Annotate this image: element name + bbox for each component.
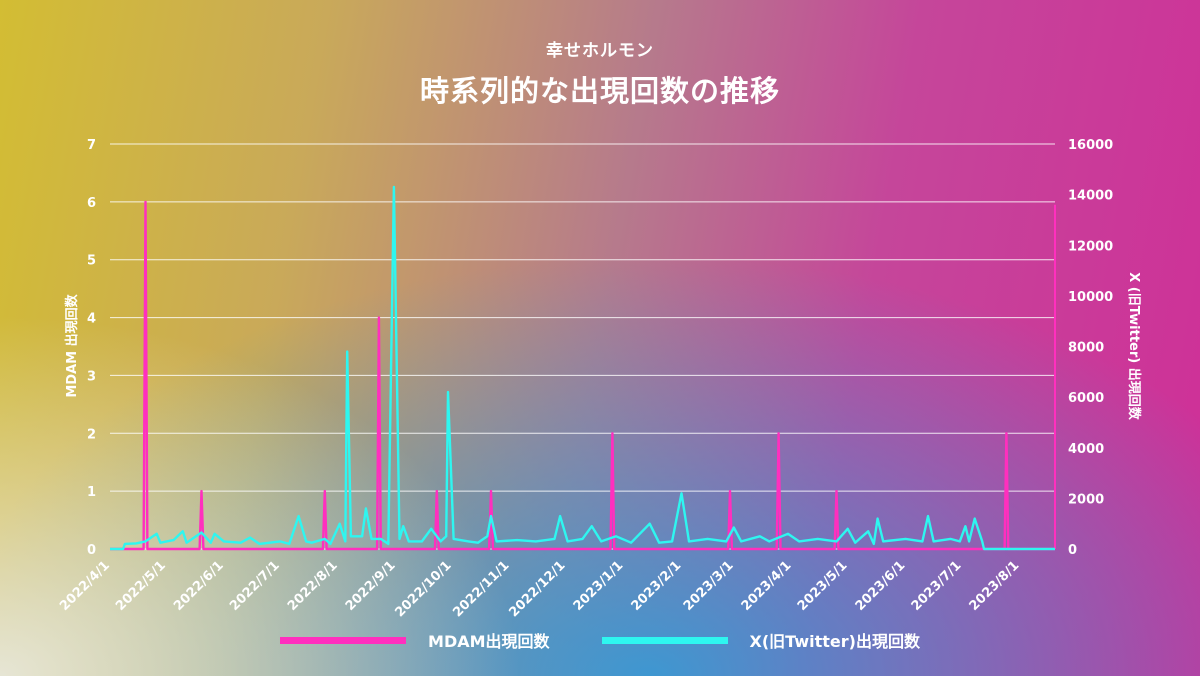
legend-swatch-x bbox=[601, 636, 728, 644]
right-tick-label: 16000 bbox=[1068, 138, 1113, 153]
x-tick-label: 2023/7/1 bbox=[909, 558, 965, 614]
right-tick-label: 0 bbox=[1068, 543, 1077, 558]
left-tick-label: 0 bbox=[87, 543, 96, 558]
left-tick-label: 7 bbox=[87, 138, 96, 153]
grid-lines bbox=[110, 143, 1055, 550]
x-tick-label: 2022/10/1 bbox=[392, 558, 454, 620]
x-tick-label: 2022/7/1 bbox=[227, 558, 283, 614]
left-tick-label: 6 bbox=[87, 196, 96, 211]
x-axis: 2022/4/1 2022/5/1 2022/6/1 2022/7/1 2022/8/1… bbox=[57, 558, 1022, 620]
x-tick-label: 2023/1/1 bbox=[571, 558, 627, 614]
right-tick-label: 10000 bbox=[1068, 290, 1113, 305]
legend-label-x: X(旧Twitter)出現回数 bbox=[749, 632, 920, 651]
x-tick-label: 2023/4/1 bbox=[739, 558, 795, 614]
right-tick-label: 14000 bbox=[1068, 189, 1113, 204]
left-axis: 0 1 2 3 4 5 6 7 bbox=[87, 138, 96, 558]
x-tick-label: 2022/5/1 bbox=[113, 558, 169, 614]
legend-label-mdam: MDAM出現回数 bbox=[428, 632, 550, 651]
x-tick-label: 2022/11/1 bbox=[450, 558, 512, 620]
legend: MDAM出現回数 X(旧Twitter)出現回数 bbox=[0, 628, 1200, 652]
x-series-line bbox=[110, 185, 1055, 551]
right-tick-label: 8000 bbox=[1068, 341, 1104, 356]
x-tick-label: 2022/6/1 bbox=[171, 558, 227, 614]
x-tick-label: 2023/5/1 bbox=[795, 558, 851, 614]
series bbox=[110, 185, 1055, 551]
x-tick-label: 2023/2/1 bbox=[629, 558, 685, 614]
x-tick-label: 2022/9/1 bbox=[343, 558, 399, 614]
legend-item-x: X(旧Twitter)出現回数 bbox=[601, 628, 920, 652]
legend-item-mdam: MDAM出現回数 bbox=[280, 628, 550, 652]
x-tick-label: 2023/6/1 bbox=[853, 558, 909, 614]
left-tick-label: 2 bbox=[87, 427, 96, 442]
x-tick-label: 2022/12/1 bbox=[506, 558, 568, 620]
right-tick-label: 2000 bbox=[1068, 492, 1104, 507]
right-tick-label: 12000 bbox=[1068, 239, 1113, 254]
left-axis-label: MDAM 出現回数 bbox=[64, 293, 80, 397]
mdam-series-line bbox=[110, 200, 1055, 551]
right-tick-label: 4000 bbox=[1068, 442, 1104, 457]
right-axis: 0 2000 4000 6000 8000 10000 12000 14000 16000 bbox=[1054, 138, 1113, 558]
right-tick-label: 6000 bbox=[1068, 391, 1104, 406]
x-tick-label: 2023/8/1 bbox=[967, 558, 1023, 614]
left-tick-label: 5 bbox=[87, 254, 96, 269]
chart-title: 時系列的な出現回数の推移 bbox=[419, 74, 780, 108]
left-tick-label: 4 bbox=[87, 312, 96, 327]
x-tick-label: 2022/4/1 bbox=[57, 558, 113, 614]
x-tick-label: 2022/8/1 bbox=[285, 558, 341, 614]
legend-swatch-mdam bbox=[280, 636, 407, 644]
x-tick-label: 2023/3/1 bbox=[681, 558, 737, 614]
right-axis-label: X (旧Twitter) 出現回数 bbox=[1126, 272, 1142, 421]
left-tick-label: 3 bbox=[87, 369, 96, 384]
left-tick-label: 1 bbox=[87, 485, 96, 500]
chart-subtitle: 幸せホルモン bbox=[546, 41, 654, 61]
